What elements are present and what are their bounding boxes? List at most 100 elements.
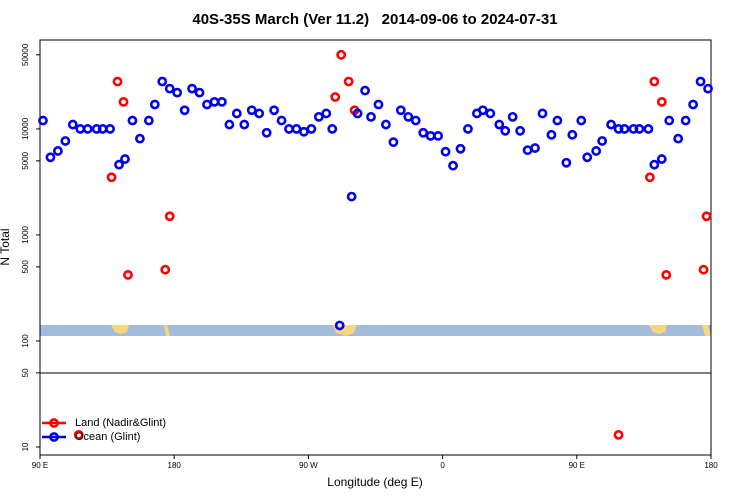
legend-label: Land (Nadir&Glint) bbox=[75, 417, 166, 429]
point bbox=[127, 115, 138, 126]
point bbox=[67, 119, 78, 130]
x-tick-label: 0 bbox=[440, 461, 445, 470]
point bbox=[613, 429, 624, 440]
point bbox=[164, 83, 175, 94]
point bbox=[172, 87, 183, 98]
point bbox=[433, 130, 444, 141]
land-shapes bbox=[111, 325, 711, 336]
point bbox=[217, 96, 227, 107]
point bbox=[576, 115, 587, 126]
point bbox=[656, 96, 667, 107]
point bbox=[448, 160, 458, 171]
point bbox=[425, 130, 436, 141]
point bbox=[649, 159, 660, 170]
point bbox=[239, 119, 250, 130]
y-tick-label: 5000 bbox=[21, 151, 30, 169]
point bbox=[597, 136, 608, 146]
point bbox=[561, 157, 572, 168]
point bbox=[75, 124, 86, 134]
point bbox=[52, 146, 63, 156]
x-tick-label: 90 E bbox=[32, 461, 48, 470]
point bbox=[567, 129, 578, 140]
point bbox=[346, 191, 357, 202]
point bbox=[418, 127, 429, 138]
point bbox=[366, 111, 376, 122]
point bbox=[360, 85, 370, 96]
plot-frame bbox=[39, 39, 712, 456]
point bbox=[299, 126, 309, 137]
point bbox=[114, 159, 124, 170]
point bbox=[388, 137, 399, 148]
point bbox=[619, 124, 630, 134]
point bbox=[284, 124, 294, 134]
point bbox=[105, 124, 115, 134]
point bbox=[123, 269, 133, 280]
point bbox=[60, 136, 71, 146]
map-strip bbox=[40, 325, 711, 336]
point bbox=[643, 124, 654, 134]
point bbox=[591, 146, 602, 156]
point bbox=[537, 108, 548, 119]
point bbox=[160, 264, 171, 275]
point bbox=[97, 124, 108, 134]
point bbox=[507, 111, 518, 122]
chart-title: 40S-35S March (Ver 11.2) 2014-09-06 to 2… bbox=[192, 11, 557, 28]
point bbox=[373, 99, 384, 110]
point bbox=[552, 115, 563, 126]
point bbox=[661, 269, 672, 280]
point bbox=[381, 119, 391, 130]
point bbox=[500, 125, 511, 136]
point bbox=[261, 127, 272, 138]
point bbox=[334, 320, 345, 331]
point bbox=[634, 124, 645, 134]
point bbox=[179, 105, 190, 116]
point bbox=[463, 124, 473, 134]
point bbox=[582, 152, 593, 163]
y-axis-label: N Total bbox=[0, 228, 12, 265]
point bbox=[410, 115, 421, 126]
point bbox=[202, 99, 212, 110]
point bbox=[120, 154, 130, 164]
point bbox=[494, 119, 505, 130]
point bbox=[336, 49, 347, 60]
point bbox=[546, 129, 557, 140]
point bbox=[673, 133, 684, 144]
point bbox=[38, 115, 48, 126]
y-tick-label: 10000 bbox=[21, 117, 30, 140]
x-tick-label: 90 W bbox=[299, 461, 318, 470]
x-tick-label: 180 bbox=[168, 461, 182, 470]
point bbox=[352, 108, 363, 119]
point bbox=[187, 83, 197, 94]
point bbox=[45, 152, 56, 163]
point bbox=[164, 211, 175, 222]
point bbox=[306, 124, 317, 134]
point bbox=[135, 133, 145, 144]
point bbox=[455, 143, 466, 154]
point bbox=[149, 99, 160, 110]
x-tick-label: 90 E bbox=[569, 461, 585, 470]
point bbox=[231, 108, 242, 119]
point bbox=[112, 76, 123, 87]
point bbox=[649, 76, 660, 87]
point bbox=[82, 124, 93, 134]
point bbox=[530, 143, 540, 153]
point bbox=[656, 154, 667, 164]
point bbox=[73, 429, 84, 440]
point bbox=[330, 92, 341, 102]
point bbox=[118, 96, 129, 107]
point bbox=[291, 124, 302, 134]
point bbox=[606, 119, 616, 130]
y-tick-label: 1000 bbox=[21, 225, 30, 243]
x-axis-label: Longitude (deg E) bbox=[327, 475, 422, 489]
point bbox=[224, 119, 235, 130]
y-tick-label: 100 bbox=[21, 334, 30, 348]
point bbox=[313, 111, 324, 122]
y-tick-label: 10 bbox=[21, 442, 30, 451]
point bbox=[440, 146, 451, 157]
y-tick-label: 50000 bbox=[21, 43, 30, 66]
point bbox=[194, 87, 205, 98]
point bbox=[209, 96, 220, 107]
point bbox=[695, 76, 706, 87]
point bbox=[515, 125, 526, 136]
